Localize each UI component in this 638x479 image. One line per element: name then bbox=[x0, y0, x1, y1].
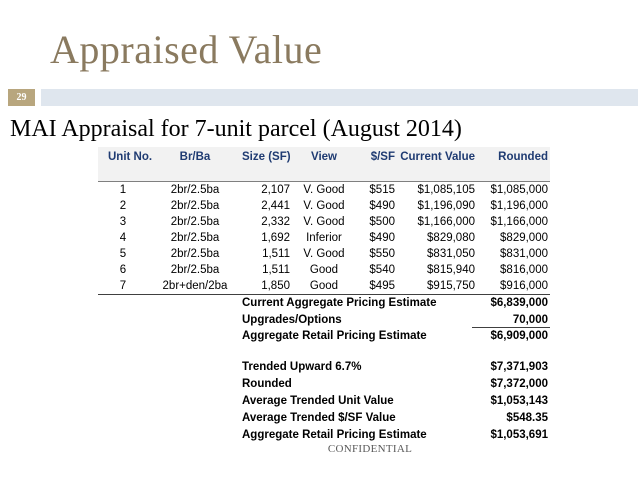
summary-value: $7,372,000 bbox=[490, 378, 548, 390]
col-header-unit: Unit No. bbox=[108, 151, 153, 163]
col-header-rounded: Rounded bbox=[498, 151, 548, 163]
cell-current-value: $915,750 bbox=[427, 280, 475, 292]
cell-brba: 2br/2.5ba bbox=[170, 232, 220, 244]
cell-psf: $500 bbox=[369, 216, 395, 228]
cell-size: 1,511 bbox=[262, 248, 290, 260]
cell-view: Inferior bbox=[306, 232, 342, 244]
table-bottom-rule bbox=[98, 294, 550, 295]
summary-value: $6,839,000 bbox=[490, 297, 548, 309]
cell-current-value: $1,085,105 bbox=[417, 184, 475, 196]
cell-view: V. Good bbox=[303, 184, 345, 196]
cell-brba: 2br/2.5ba bbox=[170, 184, 220, 196]
cell-brba: 2br/2.5ba bbox=[170, 264, 220, 276]
cell-rounded: $829,000 bbox=[500, 232, 548, 244]
slide-subtitle: MAI Appraisal for 7-unit parcel (August … bbox=[10, 116, 462, 142]
cell-size: 2,332 bbox=[261, 216, 290, 228]
summary-label: Average Trended Unit Value bbox=[242, 395, 394, 407]
cell-size: 2,107 bbox=[261, 184, 290, 196]
cell-current-value: $1,166,000 bbox=[417, 216, 475, 228]
summary-label: Trended Upward 6.7% bbox=[242, 361, 362, 373]
cell-psf: $490 bbox=[369, 200, 395, 212]
cell-unit: 4 bbox=[119, 232, 127, 244]
cell-unit: 2 bbox=[119, 200, 127, 212]
confidential-footer: CONFIDENTIAL bbox=[327, 443, 413, 455]
summary-label: Upgrades/Options bbox=[242, 314, 342, 326]
cell-psf: $550 bbox=[369, 248, 395, 260]
summary-value: $548.35 bbox=[506, 412, 548, 424]
cell-current-value: $815,940 bbox=[427, 264, 475, 276]
cell-current-value: $831,050 bbox=[427, 248, 475, 260]
slide-title: Appraised Value bbox=[50, 27, 323, 72]
cell-view: V. Good bbox=[303, 248, 345, 260]
summary-label: Aggregate Retail Pricing Estimate bbox=[242, 330, 427, 342]
cell-view: Good bbox=[309, 264, 339, 276]
cell-size: 1,850 bbox=[261, 280, 290, 292]
summary-value: 70,000 bbox=[512, 314, 548, 326]
cell-brba: 2br/2.5ba bbox=[170, 248, 220, 260]
summary-value: $6,909,000 bbox=[490, 330, 548, 342]
slide-number: 29 bbox=[8, 89, 35, 106]
cell-rounded: $1,166,000 bbox=[490, 216, 548, 228]
cell-psf: $495 bbox=[369, 280, 395, 292]
cell-psf: $540 bbox=[369, 264, 395, 276]
summary-label: Aggregate Retail Pricing Estimate bbox=[242, 429, 427, 441]
summary-value: $1,053,691 bbox=[490, 429, 548, 441]
col-header-current-value: Current Value bbox=[400, 151, 475, 163]
cell-size: 1,511 bbox=[262, 264, 290, 276]
subtotal-rule bbox=[472, 327, 550, 328]
cell-unit: 6 bbox=[119, 264, 127, 276]
cell-psf: $515 bbox=[369, 184, 395, 196]
title-rule-bar bbox=[41, 89, 638, 106]
cell-rounded: $1,085,000 bbox=[490, 184, 548, 196]
col-header-view: View bbox=[311, 151, 337, 163]
summary-label: Average Trended $/SF Value bbox=[242, 412, 396, 424]
cell-rounded: $831,000 bbox=[500, 248, 548, 260]
cell-current-value: $1,196,090 bbox=[417, 200, 475, 212]
col-header-psf: $/SF bbox=[370, 151, 395, 163]
cell-view: V. Good bbox=[303, 216, 345, 228]
cell-brba: 2br/2.5ba bbox=[170, 200, 220, 212]
col-header-brba: Br/Ba bbox=[179, 151, 211, 163]
summary-value: $1,053,143 bbox=[490, 395, 548, 407]
cell-brba: 2br/2.5ba bbox=[170, 216, 220, 228]
cell-unit: 7 bbox=[119, 280, 127, 292]
summary-label: Current Aggregate Pricing Estimate bbox=[242, 297, 437, 309]
cell-brba: 2br+den/2ba bbox=[162, 280, 228, 292]
cell-psf: $490 bbox=[369, 232, 395, 244]
cell-view: Good bbox=[309, 280, 339, 292]
cell-unit: 3 bbox=[119, 216, 127, 228]
cell-rounded: $1,196,000 bbox=[490, 200, 548, 212]
cell-unit: 5 bbox=[119, 248, 127, 260]
col-header-size: Size (SF) bbox=[242, 151, 291, 163]
cell-size: 2,441 bbox=[261, 200, 290, 212]
cell-rounded: $816,000 bbox=[500, 264, 548, 276]
table-spacer-band bbox=[98, 167, 550, 182]
cell-view: V. Good bbox=[303, 200, 345, 212]
summary-value: $7,371,903 bbox=[490, 361, 548, 373]
summary-label: Rounded bbox=[242, 378, 292, 390]
cell-unit: 1 bbox=[119, 184, 127, 196]
cell-size: 1,692 bbox=[261, 232, 290, 244]
cell-rounded: $916,000 bbox=[500, 280, 548, 292]
cell-current-value: $829,080 bbox=[427, 232, 475, 244]
